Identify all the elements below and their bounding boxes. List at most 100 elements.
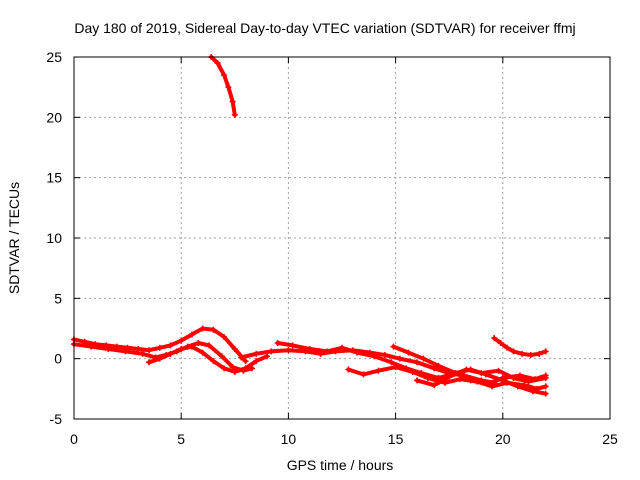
data-point bbox=[510, 348, 517, 355]
data-point bbox=[375, 367, 382, 374]
data-point bbox=[484, 381, 491, 388]
data-point bbox=[381, 352, 388, 359]
data-point bbox=[229, 98, 236, 105]
data-point bbox=[231, 111, 238, 118]
axis-ticks: 0 5 10 15 20 25 -5 0 5 10 15 20 25 bbox=[46, 49, 618, 447]
data-point bbox=[542, 374, 549, 381]
data-point bbox=[463, 366, 470, 373]
data-point bbox=[414, 377, 421, 384]
data-point bbox=[199, 349, 206, 356]
data-point bbox=[534, 385, 541, 392]
data-point bbox=[167, 350, 174, 357]
data-point bbox=[491, 335, 498, 342]
data-point bbox=[497, 339, 504, 346]
data-point bbox=[242, 358, 249, 365]
x-tick-label: 10 bbox=[281, 431, 297, 447]
series-arc-h bbox=[414, 366, 549, 389]
data-point bbox=[392, 364, 399, 371]
data-point bbox=[354, 349, 361, 356]
data-point bbox=[146, 347, 153, 354]
data-point bbox=[431, 382, 438, 389]
data-point bbox=[274, 339, 281, 346]
y-tick-label: 15 bbox=[46, 170, 62, 186]
data-point bbox=[504, 344, 511, 351]
y-tick-label: 5 bbox=[54, 290, 62, 306]
y-tick-label: 25 bbox=[46, 49, 62, 65]
data-point bbox=[446, 373, 453, 380]
chart-title: Day 180 of 2019, Sidereal Day-to-day VTE… bbox=[74, 20, 575, 36]
data-point bbox=[478, 370, 485, 377]
data-point bbox=[206, 342, 213, 349]
data-point bbox=[218, 353, 225, 360]
data-point bbox=[521, 382, 528, 389]
data-point bbox=[105, 346, 112, 353]
series-trace bbox=[209, 55, 237, 117]
y-tick-label: 10 bbox=[46, 230, 62, 246]
data-point bbox=[388, 359, 395, 366]
data-point bbox=[527, 352, 534, 359]
data-point bbox=[146, 359, 153, 366]
data-point bbox=[431, 365, 438, 372]
series-arc-c bbox=[146, 343, 270, 375]
data-point bbox=[420, 355, 427, 362]
series-arc-i bbox=[491, 335, 549, 359]
data-point bbox=[188, 331, 195, 338]
data-point bbox=[139, 350, 146, 357]
data-point bbox=[221, 365, 228, 372]
data-point bbox=[390, 343, 397, 350]
data-point bbox=[306, 346, 313, 353]
data-point bbox=[122, 348, 129, 355]
data-point bbox=[242, 365, 249, 372]
data-point bbox=[285, 347, 292, 354]
data-point bbox=[135, 346, 142, 353]
data-point bbox=[221, 72, 228, 79]
series-trace bbox=[275, 341, 548, 396]
data-point bbox=[156, 355, 163, 362]
series-arc-high bbox=[208, 54, 238, 118]
data-point bbox=[221, 333, 228, 340]
data-point bbox=[323, 348, 330, 355]
y-tick-label: -5 bbox=[50, 411, 63, 427]
x-tick-label: 20 bbox=[495, 431, 511, 447]
data-point bbox=[396, 355, 403, 362]
data-point bbox=[263, 353, 270, 360]
data-point bbox=[188, 343, 195, 350]
data-point bbox=[525, 378, 532, 385]
data-point bbox=[253, 358, 260, 365]
data-point bbox=[495, 367, 502, 374]
x-tick-label: 0 bbox=[70, 431, 78, 447]
grid-lines bbox=[74, 57, 610, 419]
data-point bbox=[504, 379, 511, 386]
data-point bbox=[542, 390, 549, 397]
data-point bbox=[542, 383, 549, 390]
y-tick-label: 0 bbox=[54, 351, 62, 367]
y-tick-label: 20 bbox=[46, 109, 62, 125]
data-point bbox=[178, 337, 185, 344]
data-point bbox=[199, 325, 206, 332]
data-point bbox=[519, 350, 526, 357]
series-arc-f bbox=[345, 364, 549, 392]
data-point bbox=[424, 374, 431, 381]
data-point bbox=[238, 354, 245, 361]
data-point bbox=[345, 366, 352, 373]
data-point bbox=[360, 371, 367, 378]
data-point bbox=[210, 326, 217, 333]
x-tick-label: 15 bbox=[388, 431, 404, 447]
data-point bbox=[536, 350, 543, 357]
data-point bbox=[210, 358, 217, 365]
data-point bbox=[253, 350, 260, 357]
data-point bbox=[231, 346, 238, 353]
data-point bbox=[167, 342, 174, 349]
data-point bbox=[467, 377, 474, 384]
data-point bbox=[435, 362, 442, 369]
data-point bbox=[231, 368, 238, 375]
x-tick-label: 5 bbox=[177, 431, 185, 447]
data-point bbox=[268, 348, 275, 355]
data-point bbox=[156, 344, 163, 351]
data-point bbox=[510, 374, 517, 381]
data-point bbox=[225, 84, 232, 91]
data-point bbox=[214, 60, 221, 67]
data-point bbox=[88, 343, 95, 350]
series-trace bbox=[492, 336, 548, 357]
